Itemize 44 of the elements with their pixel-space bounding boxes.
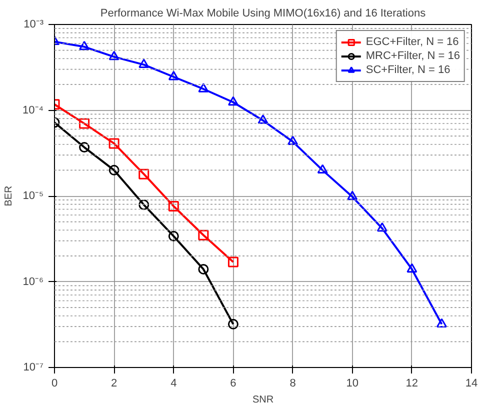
point xyxy=(168,200,179,212)
point xyxy=(108,138,120,149)
point xyxy=(288,136,298,146)
point xyxy=(198,264,209,274)
y-tick-label: 10⁻⁶ xyxy=(22,276,44,288)
point xyxy=(79,118,90,129)
y-tick-label: 10⁻⁴ xyxy=(22,104,44,116)
chart-title: Performance Wi-Max Mobile Using MIMO(16x16) and 16 Iterations xyxy=(100,8,426,20)
point xyxy=(258,114,268,124)
x-tick-label: 14 xyxy=(465,378,478,390)
x-tick-label: 2 xyxy=(111,378,118,390)
point xyxy=(228,256,238,268)
legend-label: MRC+Filter, N = 16 xyxy=(366,49,460,63)
point xyxy=(79,142,90,153)
point xyxy=(138,168,150,180)
point xyxy=(228,96,238,106)
y-tick-label: 10⁻⁷ xyxy=(23,362,44,374)
point xyxy=(198,83,209,92)
y-axis-title: BER xyxy=(4,186,15,206)
point xyxy=(168,70,179,80)
point xyxy=(228,318,238,330)
x-tick-label: 6 xyxy=(230,378,236,390)
point xyxy=(108,50,120,60)
point xyxy=(138,58,150,68)
point xyxy=(138,200,150,210)
x-axis-title: SNR xyxy=(252,394,274,406)
point xyxy=(347,190,358,200)
x-tick-label: 4 xyxy=(170,378,177,390)
point xyxy=(168,230,179,242)
y-tick-label: 10⁻⁵ xyxy=(22,190,44,202)
x-tick-label: 0 xyxy=(51,378,58,390)
point xyxy=(436,318,447,328)
x-tick-label: 8 xyxy=(290,378,296,390)
legend-label: EGC+Filter, N = 16 xyxy=(366,35,459,49)
x-tick-label: 10 xyxy=(346,378,358,390)
point xyxy=(108,164,120,176)
point xyxy=(317,164,328,174)
y-tick-label: 10⁻³ xyxy=(24,18,44,30)
point xyxy=(376,222,388,232)
x-tick-label: 12 xyxy=(406,378,418,390)
legend-label: SC+Filter, N = 16 xyxy=(366,63,450,77)
point xyxy=(198,230,209,240)
point xyxy=(79,40,90,50)
point xyxy=(406,263,418,273)
